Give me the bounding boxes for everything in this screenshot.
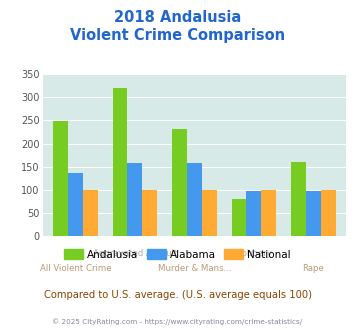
Bar xyxy=(261,190,276,236)
Text: Violent Crime Comparison: Violent Crime Comparison xyxy=(70,28,285,43)
Bar xyxy=(142,190,157,236)
Bar xyxy=(306,191,321,236)
Bar xyxy=(202,190,217,236)
Bar xyxy=(127,163,142,236)
Text: © 2025 CityRating.com - https://www.cityrating.com/crime-statistics/: © 2025 CityRating.com - https://www.city… xyxy=(53,318,302,325)
Bar xyxy=(246,191,261,236)
Bar xyxy=(113,88,127,236)
Text: Robbery: Robbery xyxy=(236,249,272,258)
Text: 2018 Andalusia: 2018 Andalusia xyxy=(114,10,241,25)
Text: Aggravated Assault: Aggravated Assault xyxy=(93,249,177,258)
Bar xyxy=(53,121,68,236)
Bar xyxy=(187,163,202,236)
Text: Murder & Mans...: Murder & Mans... xyxy=(158,264,231,273)
Bar xyxy=(321,190,336,236)
Bar xyxy=(68,173,83,236)
Bar xyxy=(291,162,306,236)
Text: Compared to U.S. average. (U.S. average equals 100): Compared to U.S. average. (U.S. average … xyxy=(44,290,311,300)
Legend: Andalusia, Alabama, National: Andalusia, Alabama, National xyxy=(60,245,295,264)
Bar xyxy=(83,190,98,236)
Bar xyxy=(172,129,187,236)
Text: Rape: Rape xyxy=(302,264,324,273)
Text: All Violent Crime: All Violent Crime xyxy=(39,264,111,273)
Bar xyxy=(231,199,246,236)
